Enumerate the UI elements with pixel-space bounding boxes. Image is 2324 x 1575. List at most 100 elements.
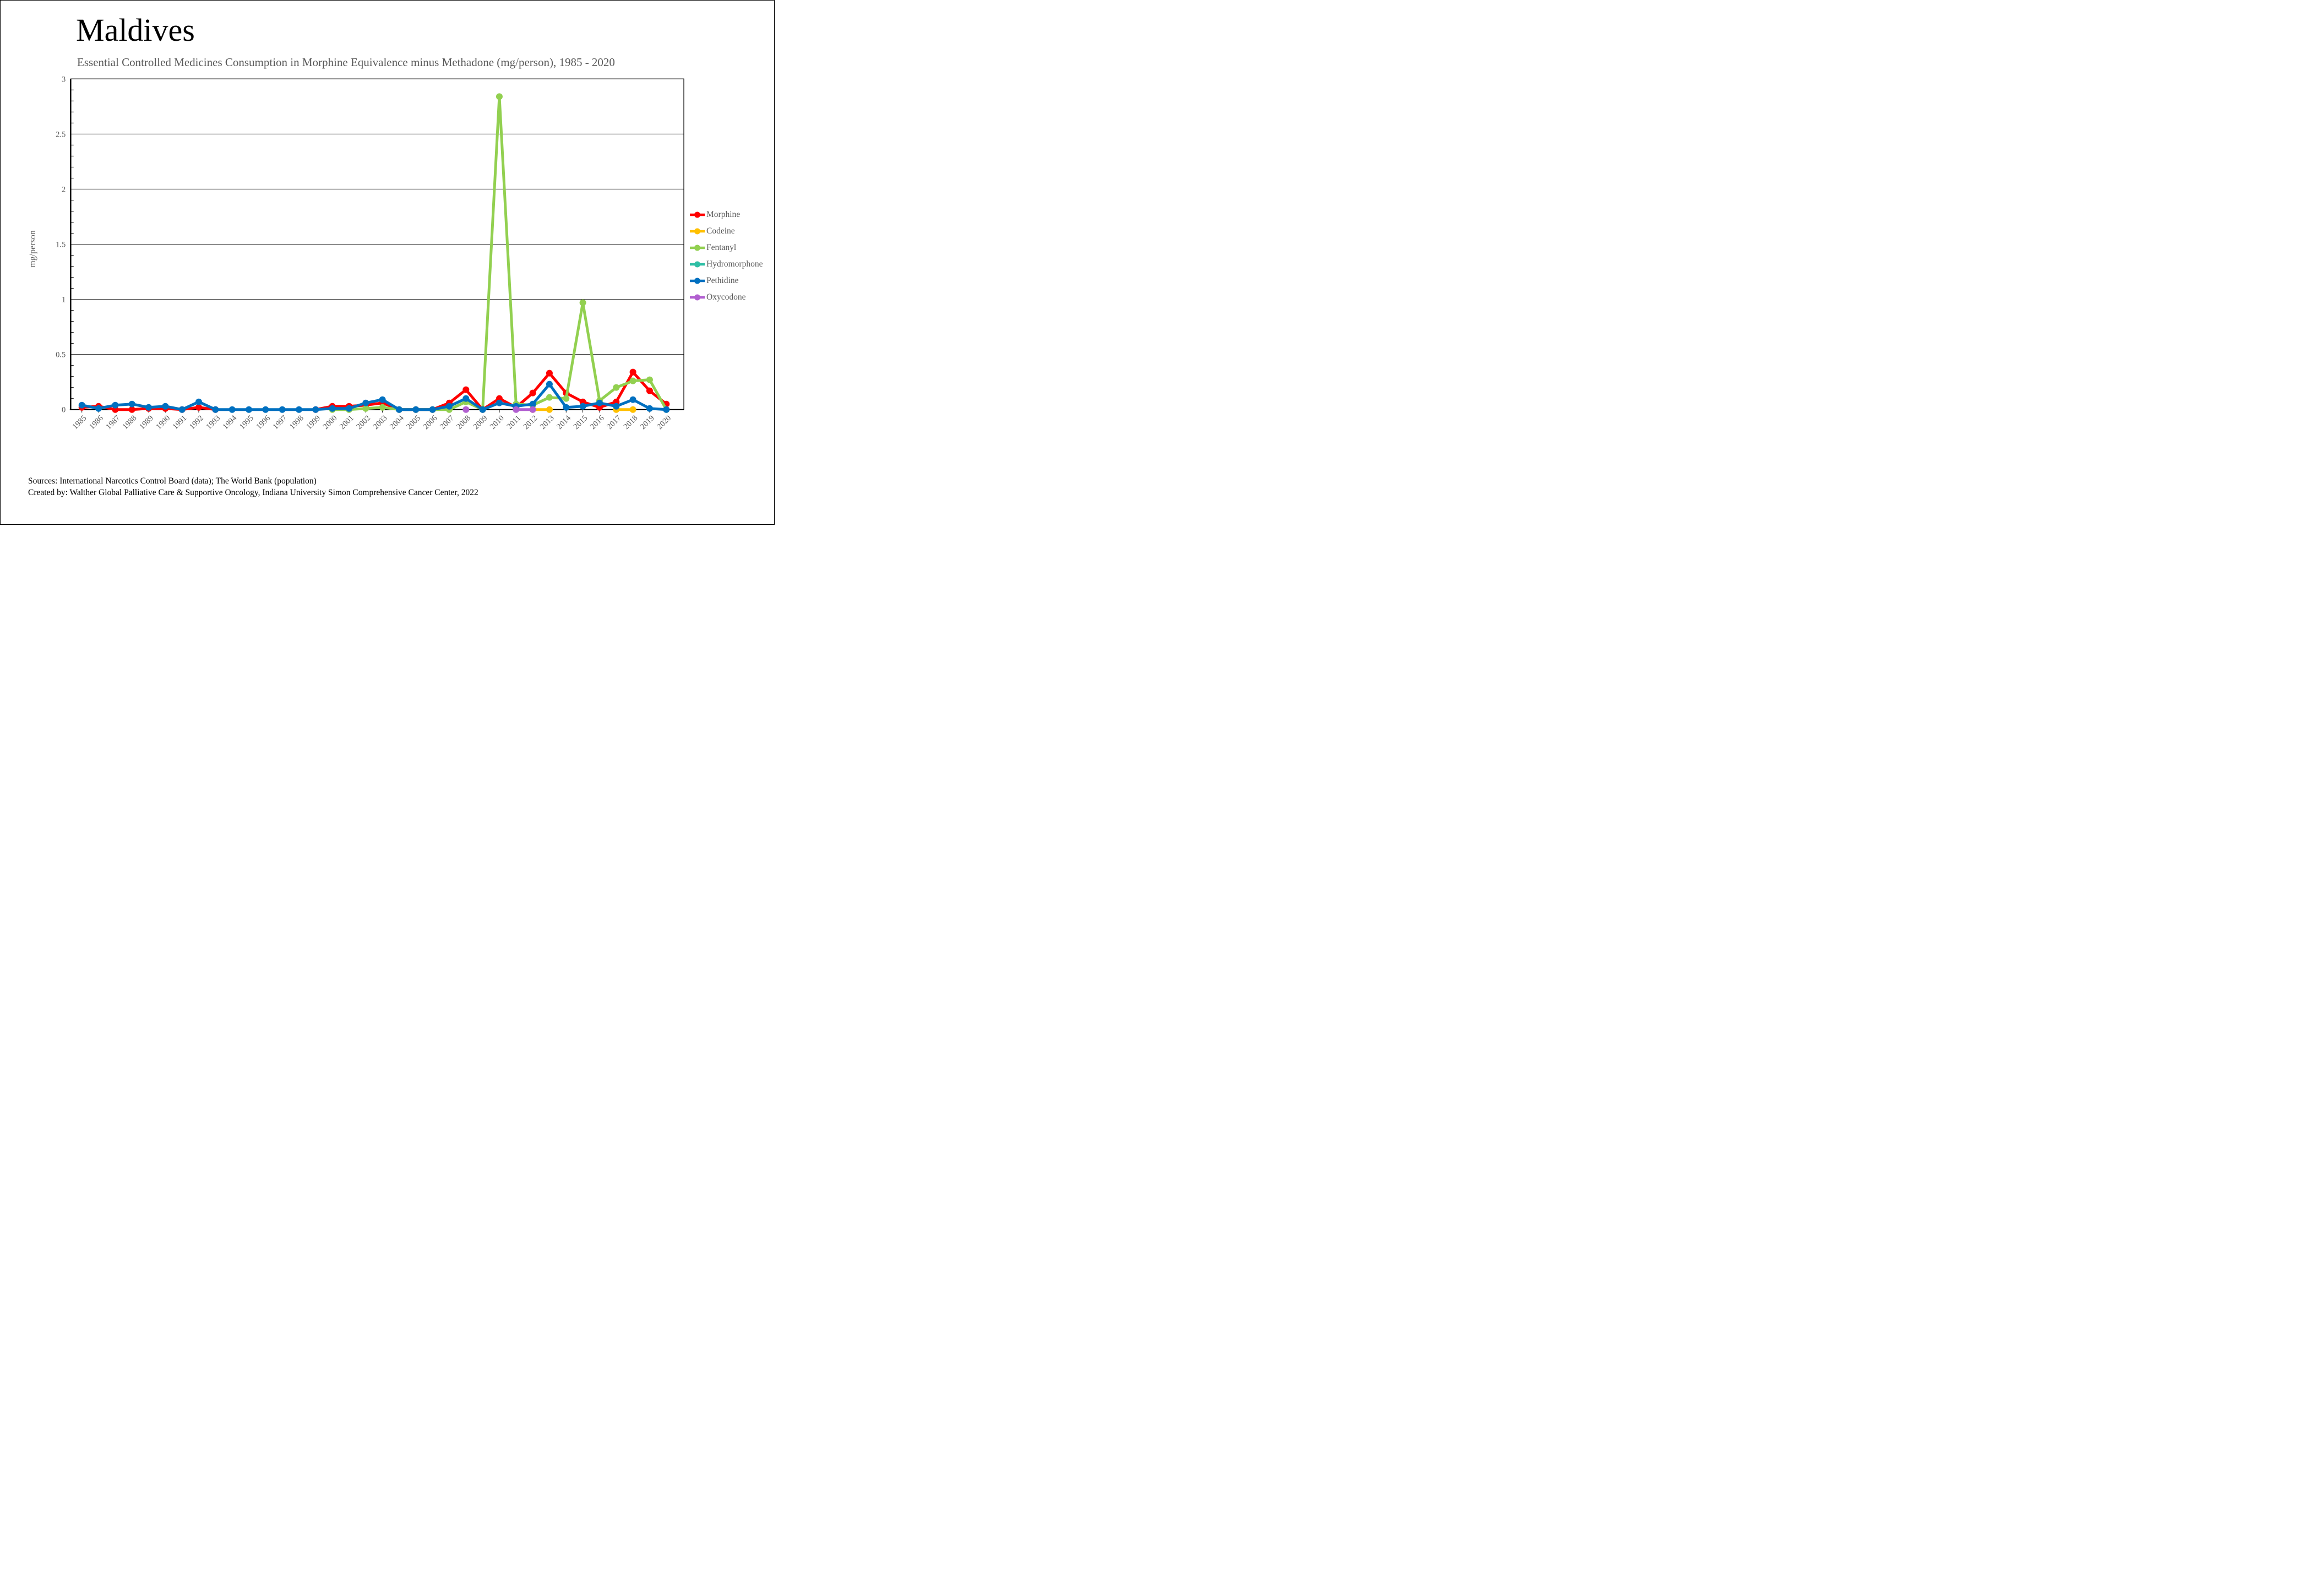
- svg-text:2003: 2003: [372, 414, 389, 431]
- data-point-pethidine-1986: [95, 405, 102, 412]
- data-point-pethidine-2016: [596, 399, 603, 406]
- data-point-pethidine-2017: [613, 403, 620, 410]
- data-point-pethidine-2020: [663, 406, 670, 413]
- data-point-morphine-1988: [128, 406, 135, 413]
- data-point-oxycodone-2008: [462, 406, 470, 413]
- page-title: Maldives: [76, 12, 195, 48]
- svg-text:1988: 1988: [121, 414, 139, 431]
- data-point-pethidine-1987: [112, 401, 119, 409]
- data-point-codeine-2018: [629, 406, 636, 413]
- svg-text:1997: 1997: [271, 414, 289, 431]
- svg-text:1989: 1989: [138, 414, 155, 431]
- chart-canvas: 00.511.522.53198519861987198819891990199…: [56, 75, 684, 431]
- legend-item-oxycodone: Oxycodone: [690, 289, 763, 306]
- svg-text:1994: 1994: [221, 414, 239, 431]
- y-gridlines: [70, 78, 684, 355]
- data-point-pethidine-2001: [345, 405, 352, 412]
- data-point-pethidine-1992: [195, 398, 203, 405]
- series-pethidine: [78, 381, 670, 413]
- svg-text:1985: 1985: [71, 414, 89, 431]
- data-point-pethidine-1993: [212, 406, 219, 413]
- data-point-oxycodone-2012: [529, 406, 536, 413]
- data-point-pethidine-2009: [479, 406, 486, 413]
- data-point-pethidine-2006: [429, 406, 436, 413]
- svg-text:2012: 2012: [522, 414, 540, 431]
- data-point-pethidine-2019: [646, 405, 653, 412]
- legend-item-morphine: Morphine: [690, 207, 763, 223]
- svg-text:1992: 1992: [188, 414, 205, 431]
- svg-text:2006: 2006: [422, 414, 439, 431]
- svg-text:2009: 2009: [472, 414, 489, 431]
- legend-item-codeine: Codeine: [690, 223, 763, 240]
- legend-item-fentanyl: Fentanyl: [690, 240, 763, 256]
- svg-text:1999: 1999: [304, 414, 322, 431]
- data-point-morphine-2013: [546, 370, 553, 377]
- svg-text:2004: 2004: [388, 414, 406, 431]
- svg-text:2014: 2014: [555, 414, 573, 431]
- chart-subtitle: Essential Controlled Medicines Consumpti…: [77, 56, 615, 69]
- svg-text:1986: 1986: [88, 414, 105, 431]
- svg-text:1.5: 1.5: [56, 241, 66, 249]
- source-line-2: Created by: Walther Global Palliative Ca…: [28, 488, 478, 497]
- svg-text:2001: 2001: [338, 414, 356, 431]
- svg-text:2010: 2010: [488, 414, 506, 431]
- data-point-fentanyl-2017: [613, 384, 620, 391]
- data-point-morphine-2018: [629, 368, 636, 376]
- series-fentanyl: [329, 93, 670, 413]
- data-point-pethidine-1994: [228, 406, 236, 413]
- svg-text:2018: 2018: [622, 414, 640, 431]
- legend-marker-icon: [690, 294, 705, 301]
- svg-text:2000: 2000: [322, 414, 339, 431]
- legend-item-hydromorphone: Hydromorphone: [690, 256, 763, 273]
- series-oxycodone: [462, 406, 536, 413]
- svg-text:2020: 2020: [655, 414, 673, 431]
- data-point-pethidine-2014: [563, 404, 570, 411]
- data-point-pethidine-1988: [128, 400, 135, 408]
- chart-frame: Maldives Essential Controlled Medicines …: [0, 0, 775, 525]
- svg-text:1996: 1996: [254, 414, 272, 431]
- data-point-fentanyl-2015: [579, 299, 586, 306]
- data-point-fentanyl-2014: [563, 395, 570, 402]
- legend-marker-icon: [690, 245, 705, 251]
- data-point-pethidine-2005: [412, 406, 420, 413]
- svg-text:2017: 2017: [605, 414, 623, 431]
- svg-text:2013: 2013: [538, 414, 556, 431]
- legend-item-pethidine: Pethidine: [690, 273, 763, 289]
- svg-text:1990: 1990: [154, 414, 172, 431]
- data-point-pethidine-2000: [329, 405, 336, 412]
- x-tick-labels: 1985198619871988198919901991199219931994…: [71, 414, 673, 431]
- svg-text:2002: 2002: [355, 414, 372, 431]
- data-point-pethidine-2015: [579, 403, 586, 410]
- data-point-pethidine-1995: [246, 406, 252, 413]
- svg-text:0.5: 0.5: [56, 351, 66, 360]
- data-point-pethidine-2013: [546, 381, 553, 388]
- legend-label: Morphine: [706, 210, 741, 219]
- svg-text:2016: 2016: [589, 414, 606, 431]
- data-point-pethidine-2010: [496, 399, 503, 406]
- svg-text:2.5: 2.5: [56, 130, 66, 139]
- svg-text:2005: 2005: [405, 414, 422, 431]
- svg-text:2007: 2007: [438, 414, 456, 431]
- svg-text:2008: 2008: [455, 414, 472, 431]
- data-point-morphine-2008: [462, 386, 470, 393]
- data-point-pethidine-1996: [262, 406, 269, 413]
- svg-text:1987: 1987: [104, 414, 122, 431]
- source-line-1: Sources: International Narcotics Control…: [28, 476, 317, 486]
- data-point-pethidine-1999: [312, 406, 319, 413]
- source-note: Sources: International Narcotics Control…: [28, 475, 478, 498]
- svg-text:0: 0: [62, 406, 66, 415]
- data-point-pethidine-2018: [629, 396, 636, 403]
- data-point-pethidine-2003: [379, 396, 386, 403]
- data-point-fentanyl-2018: [629, 377, 636, 384]
- y-tick-labels: 0 0.5 1 1.5 2 2.5 3: [56, 75, 66, 414]
- svg-text:1995: 1995: [238, 414, 255, 431]
- svg-text:2011: 2011: [505, 414, 523, 431]
- svg-text:2: 2: [62, 185, 66, 194]
- data-point-pethidine-1990: [162, 403, 169, 410]
- data-point-pethidine-2002: [362, 399, 369, 406]
- data-point-pethidine-1989: [145, 404, 153, 411]
- svg-text:1993: 1993: [204, 414, 222, 431]
- data-point-fentanyl-2010: [496, 93, 503, 100]
- data-point-morphine-2012: [529, 389, 536, 397]
- svg-text:3: 3: [62, 75, 66, 84]
